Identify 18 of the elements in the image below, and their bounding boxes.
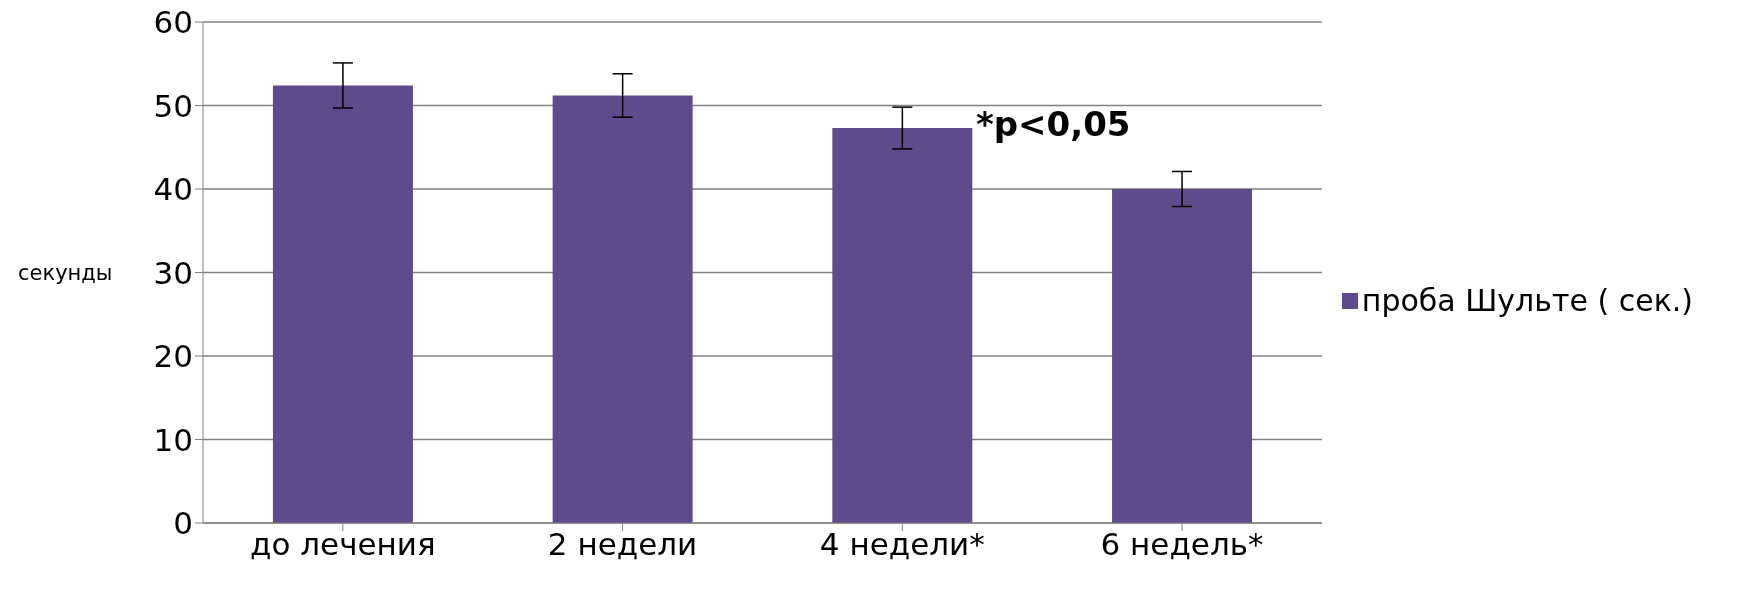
- y-tick-label: 40: [153, 171, 193, 208]
- y-tick-label: 20: [153, 338, 193, 375]
- y-tick-label: 0: [173, 505, 193, 542]
- bar: [272, 85, 413, 523]
- annotation: *p<0,05: [976, 104, 1131, 144]
- x-tick-label: до лечения: [250, 526, 436, 563]
- bar: [832, 128, 973, 523]
- x-tick-label: 4 недели*: [819, 526, 985, 563]
- x-tick-label: 2 недели: [547, 526, 698, 563]
- y-axis-title: секунды: [18, 260, 113, 285]
- bar: [552, 95, 693, 523]
- bar: [1112, 189, 1253, 523]
- y-tick-label: 60: [153, 4, 193, 41]
- y-tick-label: 50: [153, 87, 193, 124]
- y-tick-label: 30: [153, 254, 193, 291]
- legend-label: проба Шульте ( сек.): [1361, 283, 1693, 318]
- x-tick-label: 6 недель*: [1100, 526, 1264, 563]
- y-tick-label: 10: [153, 421, 193, 458]
